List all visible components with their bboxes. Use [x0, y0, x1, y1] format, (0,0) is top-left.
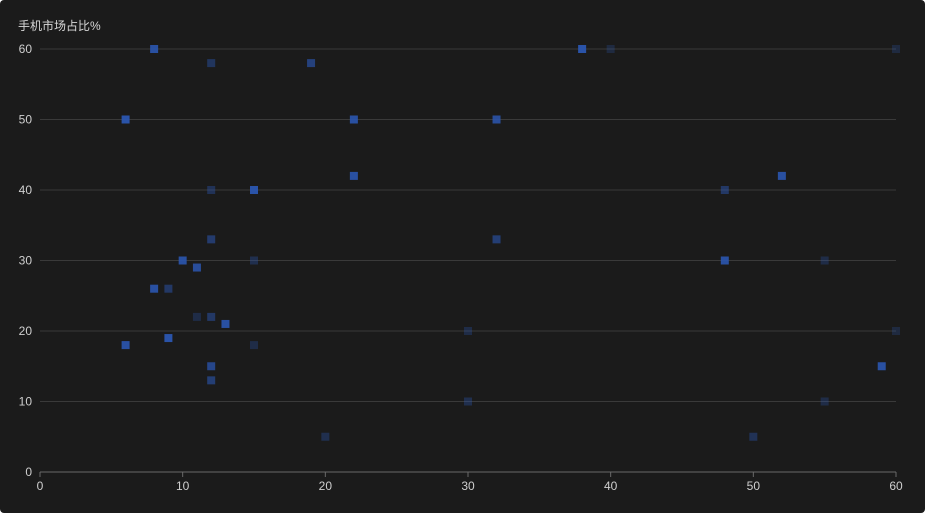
data-point [606, 45, 615, 53]
data-point [207, 312, 216, 321]
data-point [207, 376, 216, 385]
data-point [892, 45, 900, 53]
y-tick-label: 20 [19, 324, 33, 338]
data-point [207, 235, 216, 244]
data-point [464, 327, 472, 335]
data-point [207, 59, 216, 68]
x-tick-label: 20 [319, 479, 333, 493]
y-tick-label: 60 [19, 42, 33, 56]
data-point [221, 319, 230, 328]
data-point [121, 115, 130, 124]
x-tick-label: 10 [176, 479, 190, 493]
data-point [150, 45, 159, 53]
data-point [492, 115, 501, 124]
data-point [207, 362, 216, 371]
data-point [349, 115, 358, 124]
data-point [720, 256, 729, 265]
data-point [192, 312, 201, 321]
data-point [820, 256, 829, 265]
data-point [464, 397, 472, 406]
data-point [178, 256, 187, 265]
y-tick-label: 10 [19, 395, 33, 409]
data-point [164, 284, 173, 293]
data-point [307, 59, 316, 68]
data-point [892, 327, 900, 335]
data-point [250, 341, 258, 350]
data-point [777, 171, 786, 180]
y-axis-title: 手机市场占比% [18, 19, 101, 33]
data-point [250, 186, 258, 194]
y-tick-label: 0 [25, 465, 32, 479]
x-tick-label: 30 [461, 479, 475, 493]
data-point [877, 362, 886, 371]
data-point [121, 341, 130, 350]
data-point [250, 256, 258, 265]
data-point [150, 284, 159, 293]
data-point [349, 171, 358, 180]
y-tick-label: 50 [19, 113, 33, 127]
x-tick-label: 60 [889, 479, 903, 493]
data-point [207, 186, 216, 194]
y-tick-label: 30 [19, 254, 33, 268]
data-point [820, 397, 829, 406]
y-tick-label: 40 [19, 183, 33, 197]
data-point [192, 263, 201, 272]
x-tick-label: 50 [747, 479, 761, 493]
data-point [164, 334, 173, 343]
data-point [749, 432, 758, 441]
data-point [720, 186, 729, 194]
data-point [578, 45, 587, 53]
data-point [321, 432, 330, 441]
x-tick-label: 40 [604, 479, 618, 493]
x-tick-label: 0 [37, 479, 44, 493]
data-point [492, 235, 501, 244]
